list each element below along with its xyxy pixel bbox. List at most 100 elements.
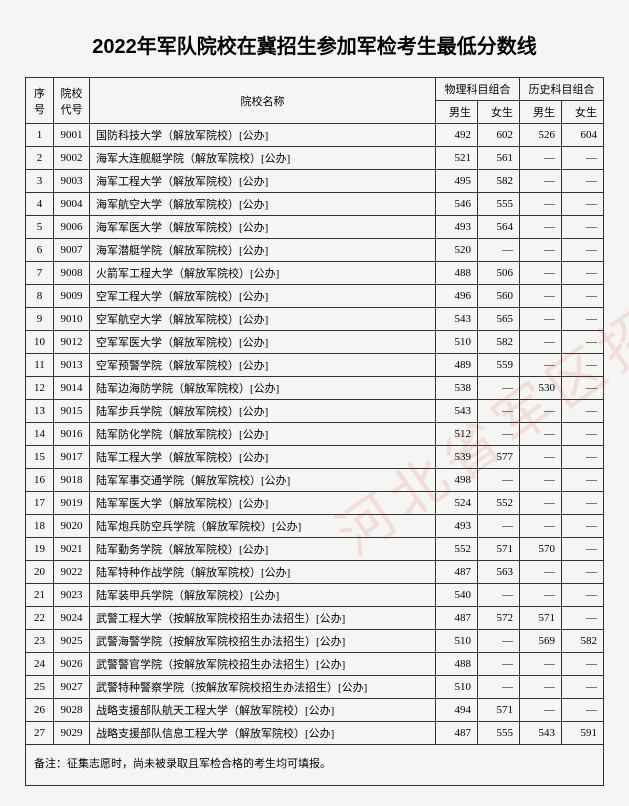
- cell-history-male: —: [520, 331, 562, 354]
- cell-physics-male: 524: [436, 492, 478, 515]
- cell-history-female: —: [562, 699, 604, 722]
- cell-history-female: —: [562, 308, 604, 331]
- cell-seq: 24: [26, 653, 54, 676]
- cell-name: 陆军军医大学（解放军院校）[公办]: [90, 492, 436, 515]
- cell-name: 陆军炮兵防空兵学院（解放军院校）[公办]: [90, 515, 436, 538]
- cell-code: 9020: [54, 515, 90, 538]
- table-row: 49004海军航空大学（解放军院校）[公办]546555——: [26, 193, 604, 216]
- cell-code: 9002: [54, 147, 90, 170]
- cell-code: 9004: [54, 193, 90, 216]
- cell-physics-male: 493: [436, 216, 478, 239]
- cell-history-male: —: [520, 492, 562, 515]
- cell-name: 战略支援部队信息工程大学（解放军院校）[公办]: [90, 722, 436, 745]
- cell-physics-female: —: [478, 653, 520, 676]
- cell-seq: 25: [26, 676, 54, 699]
- th-physics: 物理科目组合: [436, 78, 520, 101]
- table-row: 39003海军工程大学（解放军院校）[公办]495582——: [26, 170, 604, 193]
- cell-code: 9003: [54, 170, 90, 193]
- cell-name: 国防科技大学（解放军院校）[公办]: [90, 124, 436, 147]
- cell-history-female: —: [562, 492, 604, 515]
- cell-code: 9008: [54, 262, 90, 285]
- cell-physics-male: 552: [436, 538, 478, 561]
- cell-history-female: —: [562, 538, 604, 561]
- cell-physics-female: —: [478, 515, 520, 538]
- cell-name: 空军工程大学（解放军院校）[公办]: [90, 285, 436, 308]
- cell-seq: 23: [26, 630, 54, 653]
- cell-code: 9014: [54, 377, 90, 400]
- cell-name: 武警特种警察学院（按解放军院校招生办法招生）[公办]: [90, 676, 436, 699]
- cell-name: 海军军医大学（解放军院校）[公办]: [90, 216, 436, 239]
- cell-code: 9027: [54, 676, 90, 699]
- cell-seq: 13: [26, 400, 54, 423]
- cell-history-female: 582: [562, 630, 604, 653]
- table-row: 189020陆军炮兵防空兵学院（解放军院校）[公办]493———: [26, 515, 604, 538]
- cell-code: 9009: [54, 285, 90, 308]
- cell-history-male: —: [520, 308, 562, 331]
- cell-seq: 26: [26, 699, 54, 722]
- table-row: 119013空军预警学院（解放军院校）[公办]489559——: [26, 354, 604, 377]
- cell-physics-female: —: [478, 423, 520, 446]
- cell-history-male: —: [520, 515, 562, 538]
- cell-name: 海军潜艇学院（解放军院校）[公办]: [90, 239, 436, 262]
- cell-code: 9016: [54, 423, 90, 446]
- cell-history-male: —: [520, 262, 562, 285]
- cell-history-male: —: [520, 400, 562, 423]
- cell-physics-female: 565: [478, 308, 520, 331]
- table-row: 129014陆军边海防学院（解放军院校）[公办]538—530—: [26, 377, 604, 400]
- cell-physics-female: 506: [478, 262, 520, 285]
- cell-code: 9019: [54, 492, 90, 515]
- cell-history-female: —: [562, 561, 604, 584]
- table-row: 229024武警工程大学（按解放军院校招生办法招生）[公办]487572571—: [26, 607, 604, 630]
- th-history-female: 女生: [562, 101, 604, 124]
- cell-history-female: —: [562, 676, 604, 699]
- cell-history-female: —: [562, 423, 604, 446]
- cell-physics-male: 488: [436, 653, 478, 676]
- table-row: 279029战略支援部队信息工程大学（解放军院校）[公办]48755554359…: [26, 722, 604, 745]
- cell-physics-male: 543: [436, 400, 478, 423]
- cell-seq: 3: [26, 170, 54, 193]
- table-row: 159017陆军工程大学（解放军院校）[公办]539577——: [26, 446, 604, 469]
- th-seq: 序号: [26, 78, 54, 124]
- cell-seq: 18: [26, 515, 54, 538]
- cell-code: 9017: [54, 446, 90, 469]
- cell-code: 9026: [54, 653, 90, 676]
- cell-physics-male: 495: [436, 170, 478, 193]
- cell-code: 9012: [54, 331, 90, 354]
- cell-physics-male: 510: [436, 331, 478, 354]
- cell-name: 陆军特种作战学院（解放军院校）[公办]: [90, 561, 436, 584]
- cell-name: 陆军勤务学院（解放军院校）[公办]: [90, 538, 436, 561]
- th-physics-male: 男生: [436, 101, 478, 124]
- cell-physics-female: 561: [478, 147, 520, 170]
- cell-name: 战略支援部队航天工程大学（解放军院校）[公办]: [90, 699, 436, 722]
- cell-history-female: 604: [562, 124, 604, 147]
- cell-seq: 8: [26, 285, 54, 308]
- cell-name: 海军工程大学（解放军院校）[公办]: [90, 170, 436, 193]
- cell-physics-female: 555: [478, 722, 520, 745]
- cell-seq: 17: [26, 492, 54, 515]
- table-row: 109012空军军医大学（解放军院校）[公办]510582——: [26, 331, 604, 354]
- cell-history-female: —: [562, 170, 604, 193]
- cell-physics-female: 602: [478, 124, 520, 147]
- cell-history-male: —: [520, 285, 562, 308]
- table-row: 249026武警警官学院（按解放军院校招生办法招生）[公办]488———: [26, 653, 604, 676]
- th-history: 历史科目组合: [520, 78, 604, 101]
- cell-history-female: —: [562, 469, 604, 492]
- table-row: 69007海军潜艇学院（解放军院校）[公办]520———: [26, 239, 604, 262]
- table-row: 179019陆军军医大学（解放军院校）[公办]524552——: [26, 492, 604, 515]
- cell-history-male: —: [520, 584, 562, 607]
- cell-name: 海军航空大学（解放军院校）[公办]: [90, 193, 436, 216]
- cell-physics-female: 571: [478, 699, 520, 722]
- table-row: 19001国防科技大学（解放军院校）[公办]492602526604: [26, 124, 604, 147]
- cell-code: 9015: [54, 400, 90, 423]
- cell-seq: 20: [26, 561, 54, 584]
- cell-history-female: —: [562, 216, 604, 239]
- cell-seq: 6: [26, 239, 54, 262]
- table-row: 149016陆军防化学院（解放军院校）[公办]512———: [26, 423, 604, 446]
- cell-physics-female: 582: [478, 331, 520, 354]
- cell-physics-male: 494: [436, 699, 478, 722]
- cell-code: 9023: [54, 584, 90, 607]
- cell-name: 陆军步兵学院（解放军院校）[公办]: [90, 400, 436, 423]
- cell-seq: 9: [26, 308, 54, 331]
- cell-name: 武警海警学院（按解放军院校招生办法招生）[公办]: [90, 630, 436, 653]
- cell-seq: 16: [26, 469, 54, 492]
